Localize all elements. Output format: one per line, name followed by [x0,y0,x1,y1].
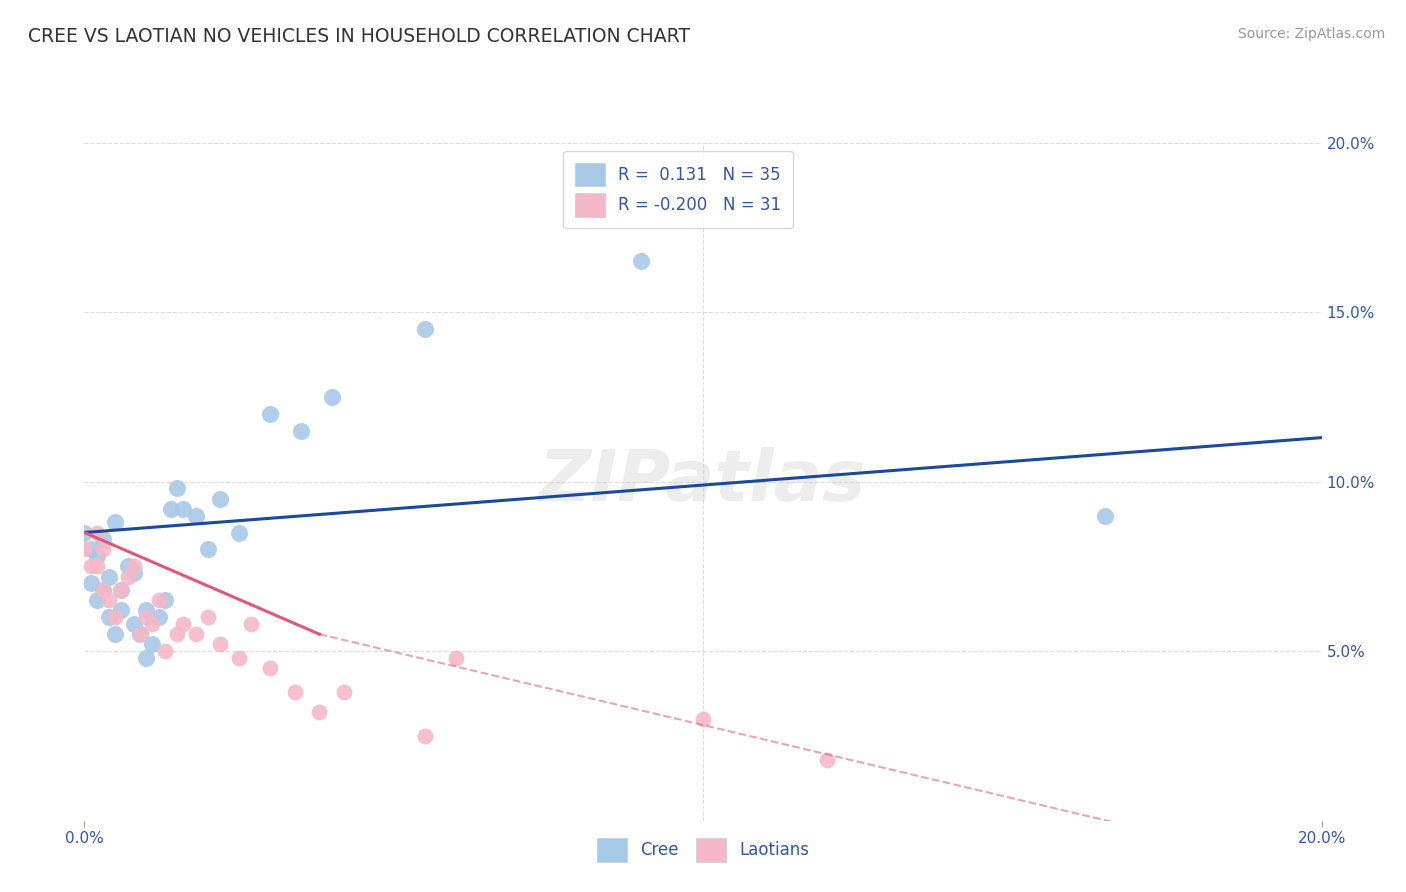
Point [184,508,207,523]
Point [91,542,114,557]
Point [630,254,652,268]
Point [110,583,132,598]
Point [172,617,194,632]
Point [413,322,436,336]
Point [240,617,263,632]
Point [110,583,132,598]
Point [117,569,139,583]
Point [104,610,127,624]
Text: CREE VS LAOTIAN NO VEHICLES IN HOUSEHOLD CORRELATION CHART: CREE VS LAOTIAN NO VEHICLES IN HOUSEHOLD… [28,27,690,45]
Point [129,627,152,641]
Point [444,651,467,665]
Point [228,651,250,665]
Point [321,390,343,404]
Point [73,525,96,540]
Point [98,569,121,583]
Point [284,685,307,699]
Point [86,549,108,564]
Point [413,729,436,743]
Point [153,644,176,658]
Legend: Cree, Laotians: Cree, Laotians [585,826,821,873]
Point [141,617,163,632]
Point [122,617,145,632]
Point [135,651,157,665]
Point [290,424,312,438]
Point [333,685,356,699]
Point [197,610,219,624]
Point [153,593,176,607]
Point [91,533,114,547]
Point [197,542,219,557]
Point [117,559,139,574]
Y-axis label: No Vehicles in Household: No Vehicles in Household [0,385,7,578]
Point [259,661,281,675]
Point [209,637,232,651]
Point [79,576,101,591]
Point [104,627,127,641]
Point [815,753,838,767]
Point [172,501,194,516]
Point [86,559,108,574]
Point [73,542,96,557]
Point [148,610,170,624]
Point [228,525,250,540]
Text: ZIPatlas: ZIPatlas [540,447,866,516]
Point [259,407,281,421]
Point [122,559,145,574]
Point [692,712,714,726]
Point [79,542,101,557]
Point [110,603,132,617]
Point [86,593,108,607]
Text: Source: ZipAtlas.com: Source: ZipAtlas.com [1237,27,1385,41]
Point [308,705,330,719]
Point [79,559,101,574]
Point [91,583,114,598]
Point [1094,508,1116,523]
Point [122,566,145,581]
Point [98,593,121,607]
Point [91,583,114,598]
Point [86,525,108,540]
Point [184,627,207,641]
Point [135,603,157,617]
Point [166,482,188,496]
Point [148,593,170,607]
Point [135,610,157,624]
Point [166,627,188,641]
Point [209,491,232,506]
Point [98,610,121,624]
Point [104,516,127,530]
Point [141,637,163,651]
Point [160,501,183,516]
Point [129,627,152,641]
